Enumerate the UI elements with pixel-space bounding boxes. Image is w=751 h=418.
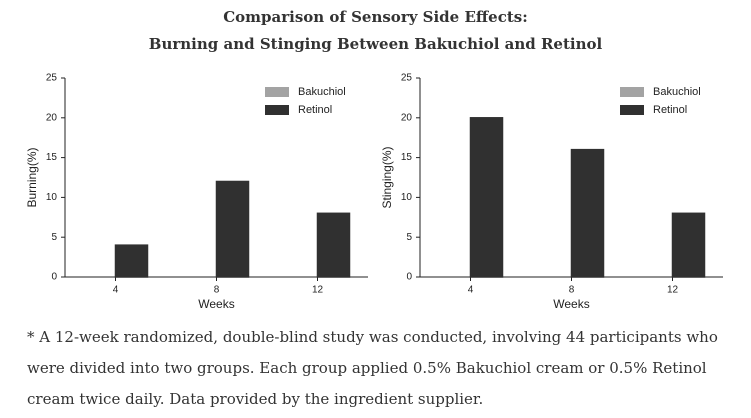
y-tick-label: 15: [46, 152, 58, 163]
y-axis-label: Burning(%): [25, 147, 39, 207]
legend-label: Retinol: [298, 104, 332, 116]
x-tick-label: 12: [312, 285, 324, 296]
bar: [316, 212, 351, 278]
y-tick-label: 5: [406, 232, 412, 243]
bar: [469, 117, 504, 278]
x-tick-label: 8: [214, 285, 220, 296]
y-tick-label: 15: [401, 152, 413, 163]
y-tick-label: 0: [406, 272, 412, 283]
legend-swatch: [620, 105, 644, 115]
x-axis-label: Weeks: [553, 297, 589, 311]
legend-label: Retinol: [653, 104, 687, 116]
y-tick-label: 0: [51, 272, 57, 283]
x-tick-label: 12: [667, 285, 679, 296]
x-tick-label: 8: [569, 285, 575, 296]
y-tick-label: 20: [46, 112, 58, 123]
y-tick-label: 20: [401, 112, 413, 123]
charts: 0 5 10 15 20 25 Burning(%) Weeks 4 8 12 Bakuchiol Re…: [25, 73, 723, 311]
y-tick-label: 5: [51, 232, 57, 243]
y-tick-label: 25: [401, 73, 413, 84]
y-tick-label: 25: [46, 73, 58, 84]
title-line: Comparison of Sensory Side Effects:: [223, 8, 528, 26]
bar: [114, 244, 149, 278]
y-tick-label: 10: [401, 192, 413, 203]
footnote: * A 12-week randomized, double-blind stu…: [27, 328, 718, 408]
title-line: Burning and Stinging Between Bakuchiol a…: [148, 35, 603, 53]
bar: [215, 180, 250, 278]
legend-label: Bakuchiol: [298, 86, 346, 98]
x-axis-label: Weeks: [198, 297, 234, 311]
x-tick-label: 4: [468, 285, 474, 296]
legend-swatch: [620, 87, 644, 97]
legend-swatch: [265, 87, 289, 97]
bar: [671, 212, 706, 278]
legend-swatch: [265, 105, 289, 115]
y-tick-label: 10: [46, 192, 58, 203]
y-axis-label: Stinging(%): [380, 146, 394, 208]
x-tick-label: 4: [113, 285, 119, 296]
bar: [570, 148, 605, 278]
legend-label: Bakuchiol: [653, 86, 701, 98]
